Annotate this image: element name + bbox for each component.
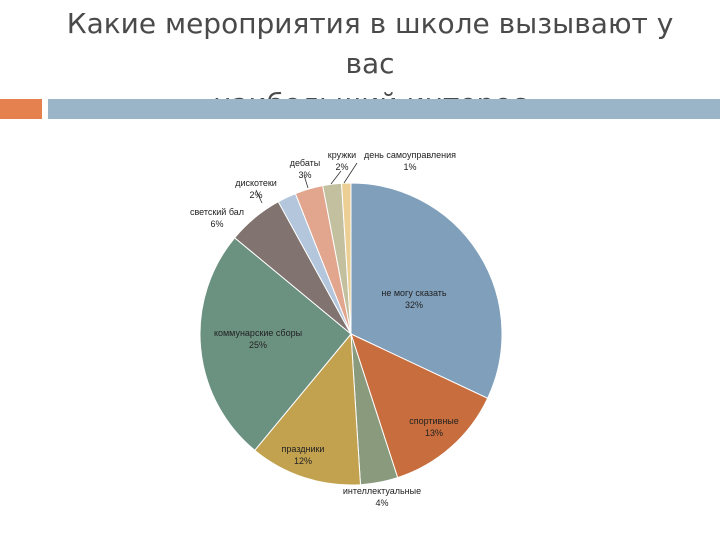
slice-label-9: день самоуправления xyxy=(364,150,456,160)
slice-value-label-8: 2% xyxy=(335,162,348,172)
pie-labels: не могу сказать 32% спортивные 13% интеллект… xyxy=(190,150,459,508)
leader-line-7 xyxy=(303,174,309,189)
header-accent-bar xyxy=(48,99,720,119)
slice-label-1: спортивные xyxy=(409,416,459,426)
header-accent-square xyxy=(0,99,42,119)
pie-slice-3 xyxy=(254,332,362,486)
pie-slice-1 xyxy=(350,333,489,479)
slice-value-label-7: 3% xyxy=(298,170,311,180)
pie-slice-0 xyxy=(350,182,503,399)
leader-line-6 xyxy=(255,189,263,204)
slice-value-label-5: 6% xyxy=(210,219,223,229)
slice-value-label-9: 1% xyxy=(403,162,416,172)
pie-slices xyxy=(199,182,503,486)
pie-slice-4 xyxy=(199,237,352,452)
title-line-1: Какие мероприятия в школе вызывают у вас xyxy=(66,7,674,80)
slice-value-label-4: 25% xyxy=(249,340,267,350)
slice-label-6: дискотеки xyxy=(235,178,277,188)
slice-label-5: светский бал xyxy=(190,207,244,217)
pie-leader-lines xyxy=(255,162,358,204)
leader-line-9 xyxy=(343,162,358,184)
slice-label-4: коммунарские сборы xyxy=(214,328,302,338)
leader-line-8 xyxy=(330,170,342,185)
slice-value-label-6: 2% xyxy=(249,190,262,200)
slice-value-label-2: 4% xyxy=(375,498,388,508)
slice-label-7: дебаты xyxy=(290,158,321,168)
pie-slice-9 xyxy=(340,182,352,335)
slice-value-label-0: 32% xyxy=(405,300,423,310)
slice-label-8: кружки xyxy=(328,150,356,160)
slice-label-0: не могу сказать xyxy=(381,288,447,298)
slice-value-label-3: 12% xyxy=(294,456,312,466)
slice-label-2: интеллектуальные xyxy=(343,486,421,496)
slice-label-3: праздники xyxy=(282,444,325,454)
slice-value-label-1: 13% xyxy=(425,428,443,438)
